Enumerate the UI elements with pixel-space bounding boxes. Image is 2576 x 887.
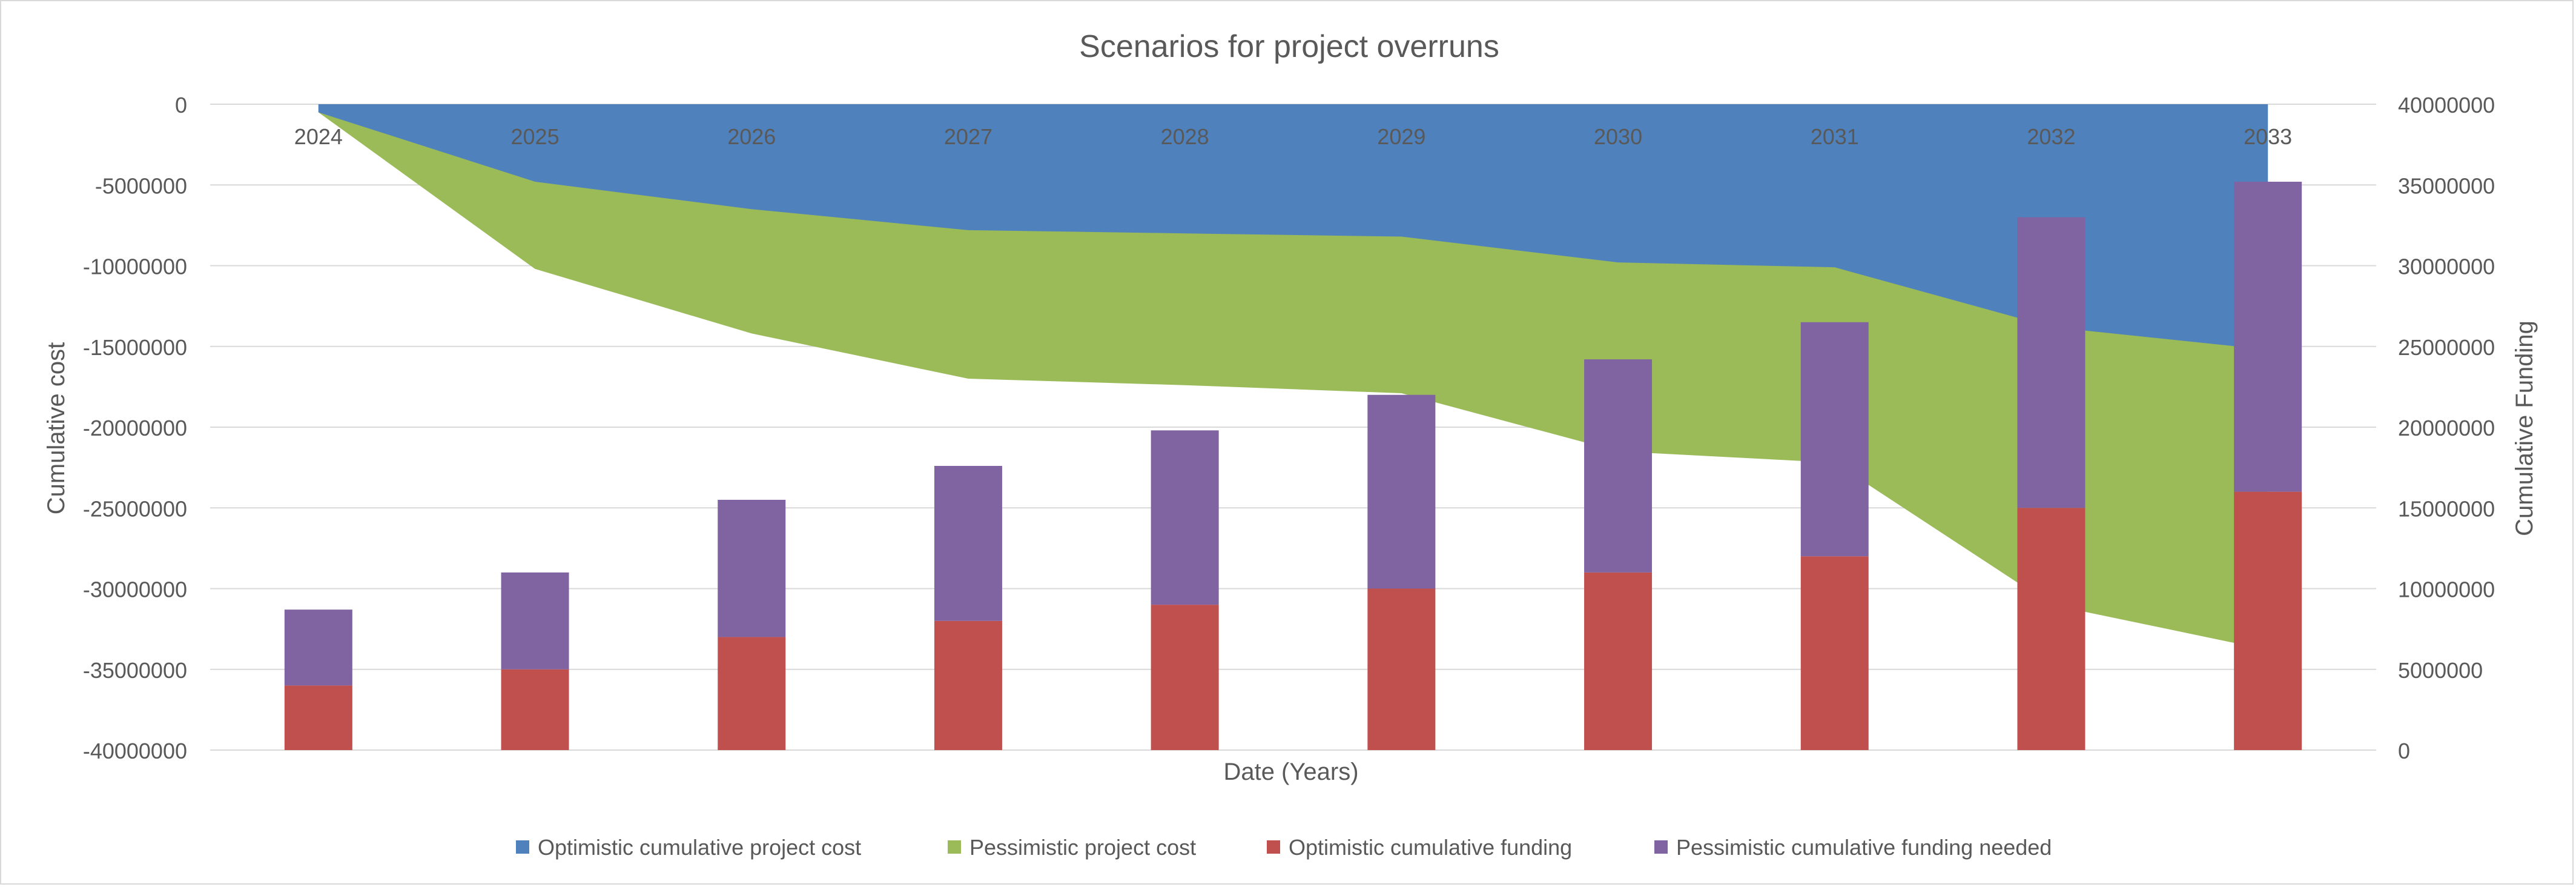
bar-pessimistic-cumulative-funding-needed xyxy=(1151,430,1219,605)
bar-optimistic-cumulative-funding xyxy=(2234,491,2302,750)
left-tick-label: -40000000 xyxy=(83,739,187,763)
bar-pessimistic-cumulative-funding-needed xyxy=(1584,359,1653,573)
bar-optimistic-cumulative-funding xyxy=(501,669,569,750)
left-tick-label: 0 xyxy=(175,93,187,118)
left-tick-label: -15000000 xyxy=(83,335,187,360)
right-tick-label: 35000000 xyxy=(2398,173,2495,198)
x-tick-label: 2030 xyxy=(1594,124,1642,149)
left-tick-label: -5000000 xyxy=(95,173,187,198)
right-axis-tick-labels: 40000000 35000000 30000000 25000000 20000000… xyxy=(2398,93,2495,763)
right-tick-label: 30000000 xyxy=(2398,254,2495,279)
right-tick-label: 20000000 xyxy=(2398,416,2495,440)
right-tick-label: 15000000 xyxy=(2398,496,2495,521)
area-series xyxy=(318,104,2268,650)
left-tick-label: -10000000 xyxy=(83,254,187,279)
left-axis-title: Cumulative cost xyxy=(43,342,70,515)
bar-pessimistic-cumulative-funding-needed xyxy=(934,465,1002,621)
right-tick-label: 0 xyxy=(2398,739,2410,763)
left-tick-label: -35000000 xyxy=(83,658,187,683)
right-tick-label: 25000000 xyxy=(2398,335,2495,360)
x-tick-label: 2024 xyxy=(294,124,343,149)
legend-label: Optimistic cumulative funding xyxy=(1289,835,1572,860)
x-tick-label: 2027 xyxy=(944,124,992,149)
bar-pessimistic-cumulative-funding-needed xyxy=(1800,322,1869,557)
bar-pessimistic-cumulative-funding-needed xyxy=(718,499,786,637)
x-tick-label: 2025 xyxy=(511,124,560,149)
legend-label: Optimistic cumulative project cost xyxy=(538,835,861,860)
bar-pessimistic-cumulative-funding-needed xyxy=(2234,181,2302,492)
right-tick-label: 5000000 xyxy=(2398,658,2483,683)
x-axis-tick-labels: 2024 2025 2026 2027 2028 2029 2030 2031 2032 2033 xyxy=(294,124,2292,149)
bar-series xyxy=(284,181,2302,750)
left-tick-label: -30000000 xyxy=(83,577,187,602)
legend: Optimistic cumulative project cost Pessim… xyxy=(516,835,2052,860)
bar-pessimistic-cumulative-funding-needed xyxy=(2017,217,2086,508)
chart-title: Scenarios for project overruns xyxy=(1079,29,1499,64)
right-axis-title: Cumulative Funding xyxy=(2511,321,2538,536)
legend-swatch xyxy=(948,840,961,854)
bar-optimistic-cumulative-funding xyxy=(284,685,352,750)
x-tick-label: 2032 xyxy=(2027,124,2075,149)
right-tick-label: 10000000 xyxy=(2398,577,2495,602)
bar-optimistic-cumulative-funding xyxy=(1584,572,1653,750)
left-axis-tick-labels: 0 -5000000 -10000000 -15000000 -20000000 -250… xyxy=(83,93,187,763)
legend-label: Pessimistic project cost xyxy=(969,835,1196,860)
bar-pessimistic-cumulative-funding-needed xyxy=(1367,394,1436,589)
x-axis-title: Date (Years) xyxy=(1223,759,1358,785)
left-tick-label: -20000000 xyxy=(83,416,187,440)
x-tick-label: 2033 xyxy=(2244,124,2292,149)
area-optimistic-cumulative-project-cost xyxy=(318,104,2268,350)
bar-pessimistic-cumulative-funding-needed xyxy=(501,572,569,669)
legend-swatch xyxy=(516,840,529,854)
right-tick-label: 40000000 xyxy=(2398,93,2495,118)
x-tick-label: 2031 xyxy=(1811,124,1859,149)
legend-swatch xyxy=(1654,840,1668,854)
legend-label: Pessimistic cumulative funding needed xyxy=(1676,835,2052,860)
bar-optimistic-cumulative-funding xyxy=(1151,605,1219,750)
bar-optimistic-cumulative-funding xyxy=(1367,588,1436,750)
bar-pessimistic-cumulative-funding-needed xyxy=(284,610,352,686)
x-tick-label: 2028 xyxy=(1161,124,1209,149)
x-tick-label: 2029 xyxy=(1377,124,1425,149)
bar-optimistic-cumulative-funding xyxy=(2017,508,2086,750)
left-tick-label: -25000000 xyxy=(83,496,187,521)
x-tick-label: 2026 xyxy=(727,124,776,149)
bar-optimistic-cumulative-funding xyxy=(1800,556,1869,750)
legend-swatch xyxy=(1267,840,1280,854)
bar-optimistic-cumulative-funding xyxy=(934,620,1002,750)
bar-optimistic-cumulative-funding xyxy=(718,637,786,750)
